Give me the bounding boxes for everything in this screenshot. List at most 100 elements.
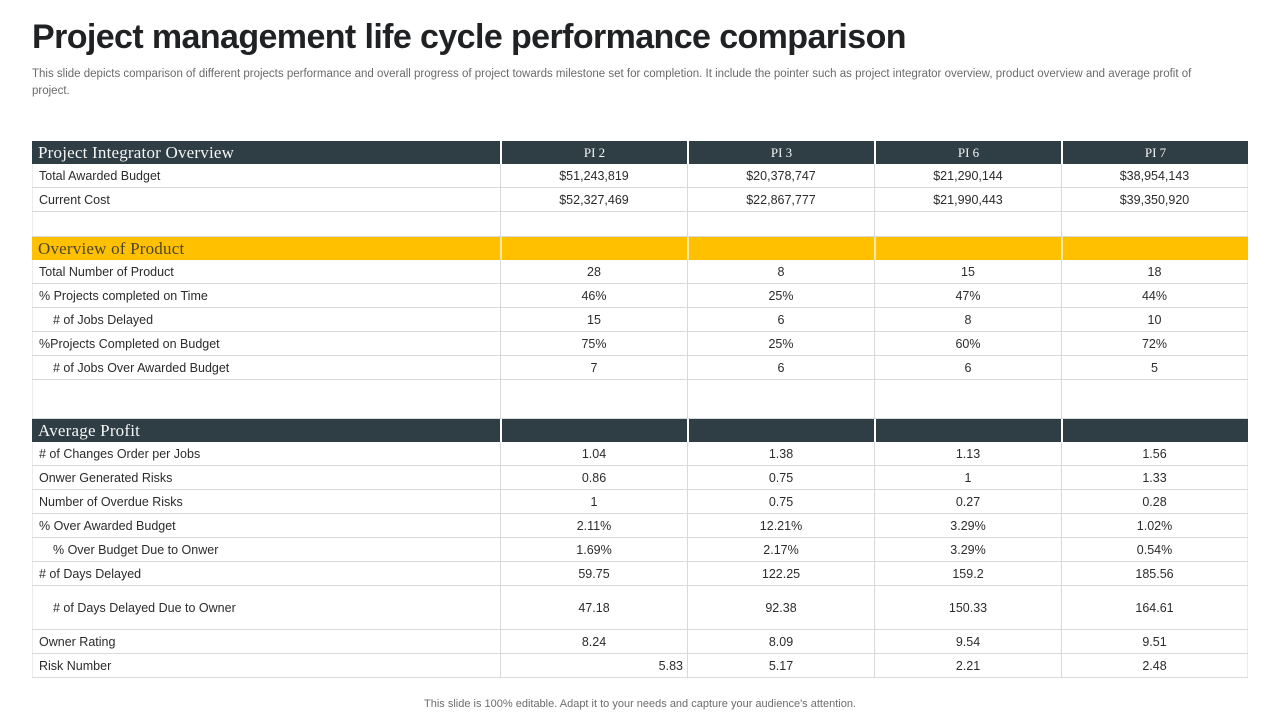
table-row: Onwer Generated Risks 0.86 0.75 1 1.33 <box>32 466 1248 490</box>
table-row: # of Days Delayed Due to Owner 47.18 92.38… <box>32 586 1248 630</box>
cell-value: 5.83 <box>500 654 687 677</box>
cell-value: 0.75 <box>687 466 874 489</box>
footer-note: This slide is 100% editable. Adapt it to… <box>424 698 856 710</box>
cell-value: 3.29% <box>874 514 1061 537</box>
section-title: Average Profit <box>32 419 500 442</box>
cell-value: 10 <box>1061 308 1248 331</box>
row-label: Risk Number <box>32 654 500 677</box>
section-header-cell <box>500 237 687 260</box>
cell-value: 6 <box>687 308 874 331</box>
row-label: % Over Awarded Budget <box>32 514 500 537</box>
cell-value: 122.25 <box>687 562 874 585</box>
table-row: % Projects completed on Time 46% 25% 47% 44% <box>32 284 1248 308</box>
row-label <box>32 380 500 418</box>
cell-value: 159.2 <box>874 562 1061 585</box>
table-row: # of Changes Order per Jobs 1.04 1.38 1.13 1… <box>32 442 1248 466</box>
cell-value: $51,243,819 <box>500 164 687 187</box>
section-header-row: Average Profit <box>32 419 1248 442</box>
cell-value: 28 <box>500 260 687 283</box>
cell-value <box>874 212 1061 236</box>
column-header: PI 3 <box>687 141 874 164</box>
cell-value: 75% <box>500 332 687 355</box>
row-label: %Projects Completed on Budget <box>32 332 500 355</box>
cell-value: 185.56 <box>1061 562 1248 585</box>
cell-value: 1.69% <box>500 538 687 561</box>
row-label: # of Days Delayed <box>32 562 500 585</box>
spacer-row <box>32 380 1248 419</box>
row-label: Owner Rating <box>32 630 500 653</box>
cell-value: 1.13 <box>874 442 1061 465</box>
cell-value: 1 <box>500 490 687 513</box>
table-row: %Projects Completed on Budget 75% 25% 60% 72… <box>32 332 1248 356</box>
cell-value: 0.27 <box>874 490 1061 513</box>
cell-value: 2.48 <box>1061 654 1248 677</box>
row-label: Current Cost <box>32 188 500 211</box>
row-label <box>32 212 500 236</box>
cell-value: 8.24 <box>500 630 687 653</box>
cell-value: 6 <box>687 356 874 379</box>
table-row: Current Cost $52,327,469 $22,867,777 $21,99… <box>32 188 1248 212</box>
section-header-cell <box>500 419 687 442</box>
cell-value <box>687 380 874 418</box>
section-header-cell <box>874 419 1061 442</box>
table-row: % Over Awarded Budget 2.11% 12.21% 3.29% 1.0… <box>32 514 1248 538</box>
table-row: Number of Overdue Risks 1 0.75 0.27 0.28 <box>32 490 1248 514</box>
cell-value: 0.75 <box>687 490 874 513</box>
cell-value: 0.28 <box>1061 490 1248 513</box>
row-label: % Over Budget Due to Onwer <box>32 538 500 561</box>
cell-value <box>500 212 687 236</box>
column-header: PI 6 <box>874 141 1061 164</box>
cell-value: $39,350,920 <box>1061 188 1248 211</box>
cell-value: 1.02% <box>1061 514 1248 537</box>
row-label: Total Awarded Budget <box>32 164 500 187</box>
section-header-row: Overview of Product <box>32 237 1248 260</box>
cell-value: 1.04 <box>500 442 687 465</box>
cell-value: $21,990,443 <box>874 188 1061 211</box>
cell-value: 7 <box>500 356 687 379</box>
table-row: # of Days Delayed 59.75 122.25 159.2 185.56 <box>32 562 1248 586</box>
row-label: Number of Overdue Risks <box>32 490 500 513</box>
table-row: Total Awarded Budget $51,243,819 $20,378,7… <box>32 164 1248 188</box>
table-row: # of Jobs Over Awarded Budget 7 6 6 5 <box>32 356 1248 380</box>
cell-value: 5 <box>1061 356 1248 379</box>
table-row: Owner Rating 8.24 8.09 9.54 9.51 <box>32 630 1248 654</box>
cell-value: 2.21 <box>874 654 1061 677</box>
table-row: Risk Number 5.83 5.17 2.21 2.48 <box>32 654 1248 678</box>
section-title: Overview of Product <box>32 237 500 260</box>
cell-value: 9.54 <box>874 630 1061 653</box>
section-header-cell <box>1061 237 1248 260</box>
cell-value: $52,327,469 <box>500 188 687 211</box>
cell-value: 59.75 <box>500 562 687 585</box>
cell-value: 8 <box>687 260 874 283</box>
cell-value: 92.38 <box>687 586 874 629</box>
table-row: % Over Budget Due to Onwer 1.69% 2.17% 3.29… <box>32 538 1248 562</box>
row-label: Onwer Generated Risks <box>32 466 500 489</box>
row-label: % Projects completed on Time <box>32 284 500 307</box>
section-header-cell <box>1061 419 1248 442</box>
cell-value: $38,954,143 <box>1061 164 1248 187</box>
cell-value: 1 <box>874 466 1061 489</box>
section-header-cell <box>687 237 874 260</box>
row-label: # of Jobs Delayed <box>32 308 500 331</box>
table-row: Total Number of Product 28 8 15 18 <box>32 260 1248 284</box>
cell-value: 1.33 <box>1061 466 1248 489</box>
cell-value: 5.17 <box>687 654 874 677</box>
cell-value: 12.21% <box>687 514 874 537</box>
cell-value: 15 <box>500 308 687 331</box>
row-label: Total Number of Product <box>32 260 500 283</box>
row-label: # of Jobs Over Awarded Budget <box>32 356 500 379</box>
cell-value: 25% <box>687 332 874 355</box>
cell-value: 1.56 <box>1061 442 1248 465</box>
cell-value: 15 <box>874 260 1061 283</box>
cell-value <box>500 380 687 418</box>
cell-value <box>687 212 874 236</box>
cell-value: 44% <box>1061 284 1248 307</box>
cell-value: 25% <box>687 284 874 307</box>
table-row: # of Jobs Delayed 15 6 8 10 <box>32 308 1248 332</box>
cell-value <box>874 380 1061 418</box>
cell-value: 0.86 <box>500 466 687 489</box>
cell-value: 1.38 <box>687 442 874 465</box>
cell-value: 3.29% <box>874 538 1061 561</box>
